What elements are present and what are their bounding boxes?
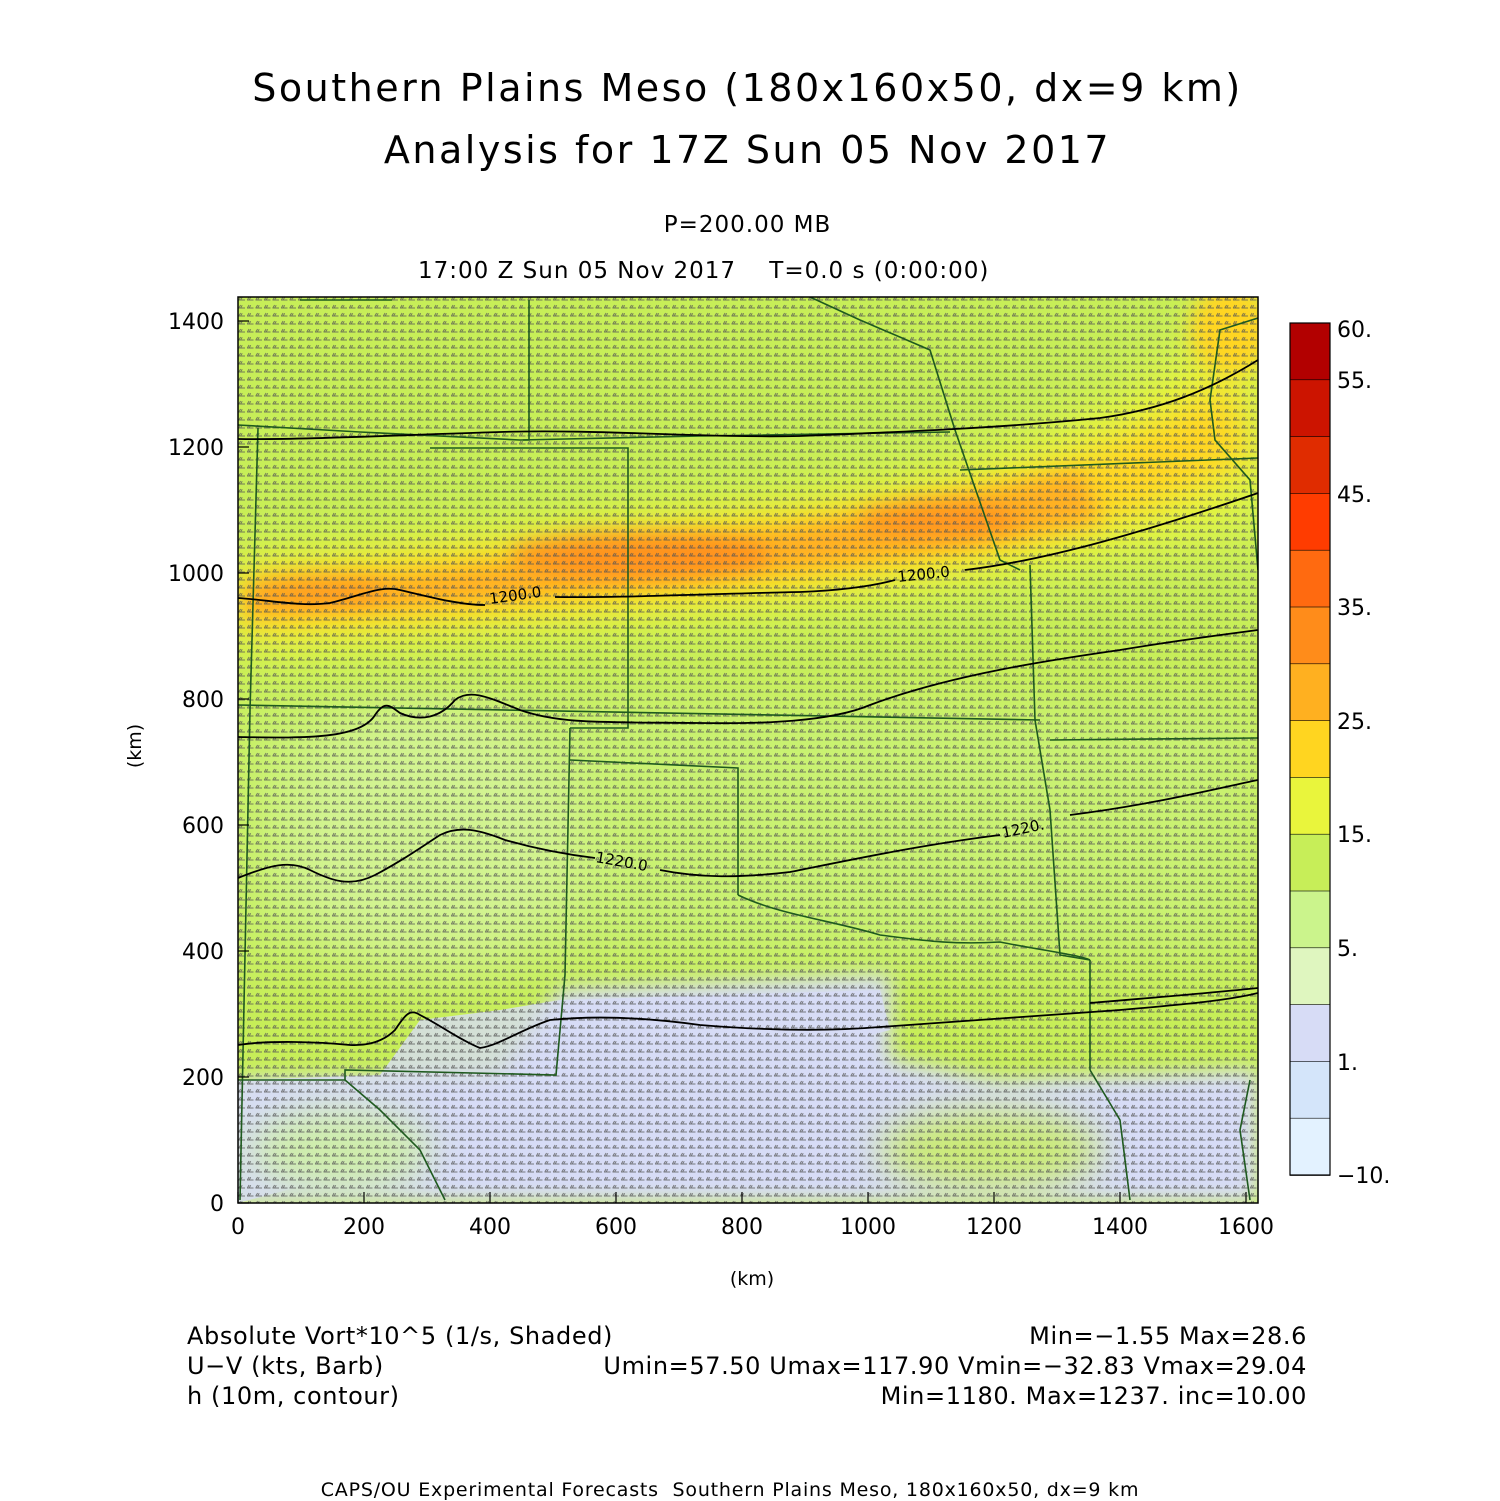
y-tick-label: 600 [182,814,224,839]
colorbar-swatch [1289,833,1331,892]
state-boundaries [238,297,1258,1201]
colorbar-swatch [1289,947,1331,1006]
x-tick-label: 0 [231,1215,245,1240]
contour-label-2: 1200.0 [897,563,951,586]
title-line-1: Southern Plains Meso (180x160x50, dx=9 k… [252,66,1243,110]
x-axis-title: (km) [730,1268,774,1290]
y-tick-label: 200 [182,1066,224,1091]
colorbar-swatch [1289,663,1331,722]
colorbar-swatch [1289,890,1331,949]
axis-ticks [237,320,1247,1204]
colorbar-swatch [1289,1117,1331,1176]
colorbar-label: 55. [1337,369,1372,394]
colorbar-swatch [1289,720,1331,779]
colorbar: 60. 55. 45. 35. 25. 15. 5. 1. −10. [1289,318,1390,1189]
colorbar-swatch [1289,1061,1331,1120]
colorbar-swatches [1289,322,1331,1176]
field-stats-vorticity: Min=−1.55 Max=28.6 [1029,1322,1307,1350]
colorbar-label: 35. [1337,596,1372,621]
colorbar-swatch [1289,549,1331,608]
colorbar-frame [1289,322,1331,1176]
y-tick-label: 1200 [168,436,224,461]
x-tick-label: 800 [721,1215,763,1240]
colorbar-label: 1. [1337,1051,1358,1076]
colorbar-label: 45. [1337,483,1372,508]
colorbar-swatch [1289,379,1331,438]
x-tick-label: 600 [595,1215,637,1240]
field-desc-vorticity: Absolute Vort*10^5 (1/s, Shaded) [187,1322,614,1350]
colorbar-swatch [1289,493,1331,551]
colorbar-swatch [1289,606,1331,665]
x-tick-label: 200 [343,1215,385,1240]
y-axis-title: (km) [124,724,146,768]
plot-frame [237,296,1259,1204]
x-axis-labels: 0 200 400 600 800 1000 1200 1400 1600 (k… [231,1215,1274,1290]
field-desc-wind: U−V (kts, Barb) [187,1352,384,1380]
colorbar-label: 25. [1337,710,1372,735]
colorbar-label: −10. [1337,1164,1390,1189]
colorbar-swatch [1289,1004,1331,1063]
field-desc-height: h (10m, contour) [187,1382,400,1410]
valid-time: 17:00 Z Sun 05 Nov 2017 T=0.0 s (0:00:00… [418,258,990,284]
height-contours [238,359,1258,1049]
x-tick-label: 1000 [840,1215,896,1240]
y-tick-label: 0 [210,1192,224,1217]
colorbar-swatch [1289,777,1331,836]
y-tick-label: 800 [182,688,224,713]
x-tick-label: 1200 [966,1215,1022,1240]
title-line-2: Analysis for 17Z Sun 05 Nov 2017 [383,128,1112,172]
y-axis-labels: 0 200 400 600 800 1000 1200 1400 [168,310,224,1217]
colorbar-label: 5. [1337,937,1358,962]
footer-credit: CAPS/OU Experimental Forecasts Southern … [320,1479,1140,1501]
colorbar-swatch [1289,322,1331,381]
y-tick-label: 1000 [168,562,224,587]
field-stats-wind: Umin=57.50 Umax=117.90 Vmin=−32.83 Vmax=… [603,1352,1307,1380]
colorbar-label: 15. [1337,823,1372,848]
vorticity-shading [238,297,1258,1203]
x-tick-label: 1400 [1092,1215,1148,1240]
colorbar-label: 60. [1337,318,1372,343]
x-tick-label: 1600 [1218,1215,1274,1240]
y-tick-label: 1400 [168,310,224,335]
colorbar-labels: 60. 55. 45. 35. 25. 15. 5. 1. −10. [1337,318,1390,1189]
y-tick-label: 400 [182,940,224,965]
pressure-level: P=200.00 MB [663,212,832,238]
x-tick-label: 400 [469,1215,511,1240]
colorbar-swatch [1289,436,1331,495]
field-stats-height: Min=1180. Max=1237. inc=10.00 [880,1382,1307,1410]
